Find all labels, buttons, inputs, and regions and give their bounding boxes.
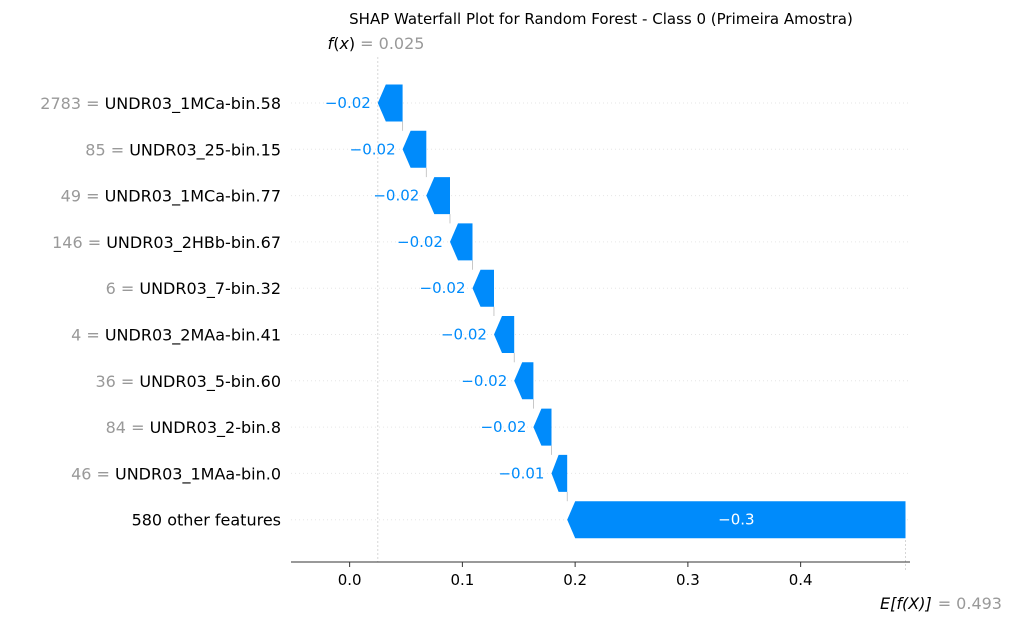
feature-name: UNDR03_2HBb-bin.67 (106, 233, 281, 253)
feature-name: UNDR03_5-bin.60 (139, 372, 281, 392)
shap-bar (494, 316, 515, 353)
feature-name: UNDR03_25-bin.15 (129, 140, 281, 160)
feature-label: 46 = UNDR03_1MAa-bin.0 (71, 464, 281, 484)
shap-bar (514, 362, 534, 400)
feature-name: UNDR03_1MCa-bin.58 (105, 94, 281, 114)
feature-value: 36 = (95, 372, 139, 391)
fx-prefix: f (328, 34, 336, 53)
feature-labels: −0.02 2783 = UNDR03_1MCa-bin.58 −0.02 85 = … (40, 94, 754, 530)
feature-label: 146 = UNDR03_2HBb-bin.67 (52, 233, 281, 253)
feature-value: 2783 = (40, 94, 104, 113)
feature-value: 85 = (85, 140, 129, 159)
feature-value: 4 = (71, 326, 105, 345)
x-tick-label: 0.4 (789, 571, 813, 589)
feature-label: 580 other features (132, 511, 281, 530)
x-tick-label: 0.0 (338, 571, 362, 589)
shap-value-label: −0.02 (325, 94, 371, 112)
feature-label: 85 = UNDR03_25-bin.15 (85, 140, 281, 160)
feature-value: 46 = (71, 464, 115, 483)
shap-value-label: −0.01 (498, 464, 544, 482)
x-tick-label: 0.1 (450, 571, 474, 589)
chart-title: SHAP Waterfall Plot for Random Forest - … (349, 10, 853, 28)
shap-value-label: −0.02 (350, 140, 396, 158)
feature-name: UNDR03_1MCa-bin.77 (105, 187, 281, 207)
shap-bar (533, 408, 552, 446)
shap-bar (377, 84, 403, 122)
feature-name: 580 other features (132, 511, 281, 530)
shap-value-label: −0.3 (718, 511, 754, 529)
row-gridlines (291, 102, 910, 521)
shap-value-label: −0.02 (397, 233, 443, 251)
feature-label: 84 = UNDR03_2-bin.8 (106, 418, 281, 438)
reference-lines (377, 57, 906, 572)
shap-bar (426, 177, 450, 215)
shap-bar (472, 269, 494, 307)
efx-label: E[f(X)] (880, 594, 932, 613)
efx-value: = 0.493 (938, 594, 1002, 613)
shap-bar (402, 130, 427, 168)
bars (377, 84, 906, 539)
feature-value: 84 = (106, 418, 150, 437)
feature-label: 6 = UNDR03_7-bin.32 (106, 279, 281, 299)
feature-name: UNDR03_7-bin.32 (139, 279, 281, 299)
feature-name: UNDR03_1MAa-bin.0 (115, 464, 281, 484)
x-tick-label: 0.3 (676, 571, 700, 589)
efx-annotation: E[f(X)] = 0.493 (880, 594, 1002, 613)
shap-bar (450, 223, 473, 261)
feature-label: 2783 = UNDR03_1MCa-bin.58 (40, 94, 281, 114)
shap-bar (551, 454, 568, 492)
fx-annotation: f(x) = 0.025 (328, 34, 425, 53)
shap-value-label: −0.02 (441, 326, 487, 344)
feature-label: 4 = UNDR03_2MAa-bin.41 (71, 326, 281, 346)
feature-name: UNDR03_2-bin.8 (150, 418, 281, 438)
fx-arg: x (338, 34, 349, 53)
fx-value: = 0.025 (360, 34, 424, 53)
shap-value-label: −0.02 (480, 418, 526, 436)
feature-value: 6 = (106, 279, 140, 298)
feature-value: 146 = (52, 233, 106, 252)
shap-value-label: −0.02 (461, 372, 507, 390)
shap-value-label: −0.02 (420, 279, 466, 297)
feature-label: 49 = UNDR03_1MCa-bin.77 (61, 187, 281, 207)
shap-bar (567, 501, 906, 539)
feature-value: 49 = (61, 187, 105, 206)
feature-name: UNDR03_2MAa-bin.41 (105, 326, 281, 346)
x-tick-label: 0.2 (563, 571, 587, 589)
x-axis-ticks: 0.0 0.1 0.2 0.3 0.4 (338, 562, 813, 589)
shap-value-label: −0.02 (373, 187, 419, 205)
feature-label: 36 = UNDR03_5-bin.60 (95, 372, 281, 392)
